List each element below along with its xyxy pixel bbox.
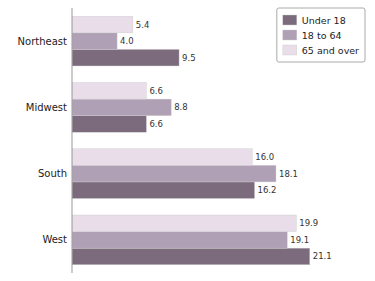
bar <box>72 149 252 166</box>
data-label: 5.4 <box>136 20 150 30</box>
legend-swatch <box>283 30 297 40</box>
data-label: 21.1 <box>313 251 332 261</box>
legend: Under 18 18 to 64 65 and over <box>277 8 365 62</box>
data-label: 16.0 <box>255 152 274 162</box>
legend-label: Under 18 <box>302 15 346 26</box>
legend-swatch <box>283 45 297 55</box>
tick-label: West <box>42 234 67 245</box>
legend-label: 18 to 64 <box>302 30 342 41</box>
bar <box>72 182 255 199</box>
data-label: 19.9 <box>299 218 318 228</box>
tick-label: South <box>38 168 67 179</box>
data-label: 6.6 <box>149 86 163 96</box>
bar <box>72 215 296 232</box>
bar <box>72 232 287 249</box>
bar <box>72 99 171 116</box>
data-label: 19.1 <box>290 235 309 245</box>
chart: 21.1 16.2 6.6 9.5 19.1 18.1 8.8 4.0 19.9 16.0 6.6 5… <box>0 0 375 281</box>
data-label: 4.0 <box>120 36 134 46</box>
legend-swatch <box>283 15 297 25</box>
tick-label: Northeast <box>18 36 67 47</box>
bar <box>72 16 133 33</box>
data-label: 9.5 <box>182 53 196 63</box>
bar <box>72 165 276 182</box>
y-axis: West South Midwest Northeast <box>18 36 67 246</box>
data-label: 6.6 <box>149 119 163 129</box>
bar <box>72 49 179 66</box>
data-label: 16.2 <box>258 185 277 195</box>
legend-box <box>277 8 365 62</box>
bar <box>72 248 310 265</box>
y-axis-line <box>72 8 73 273</box>
legend-label: 65 and over <box>302 45 359 56</box>
bar <box>72 33 117 50</box>
data-label: 8.8 <box>174 102 188 112</box>
bar <box>72 116 146 133</box>
data-label: 18.1 <box>279 169 298 179</box>
bar <box>72 83 146 100</box>
tick-label: Midwest <box>26 102 67 113</box>
bars <box>72 16 310 264</box>
